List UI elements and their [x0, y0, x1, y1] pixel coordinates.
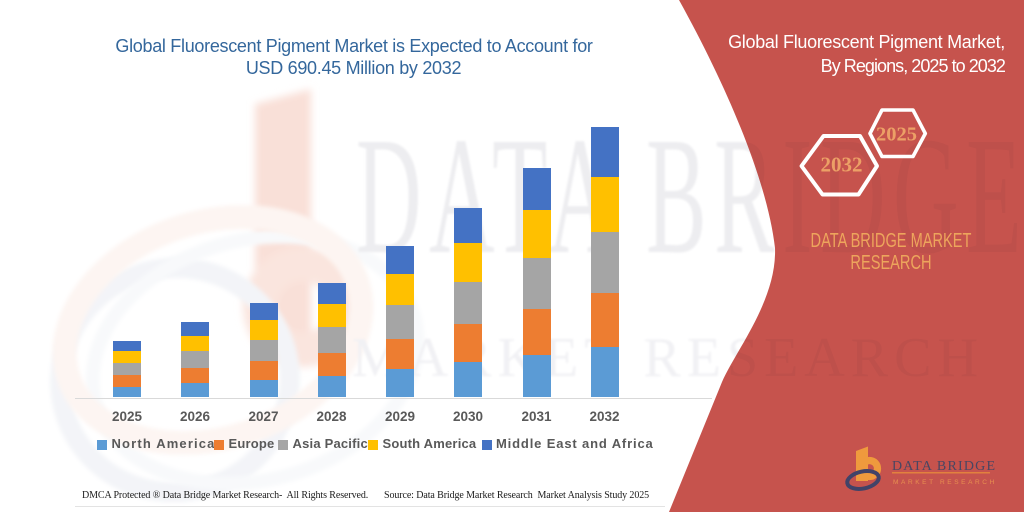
svg-text:MARKET RESEARCH: MARKET RESEARCH: [893, 479, 997, 486]
svg-text:DATA BRIDGE: DATA BRIDGE: [892, 459, 996, 474]
